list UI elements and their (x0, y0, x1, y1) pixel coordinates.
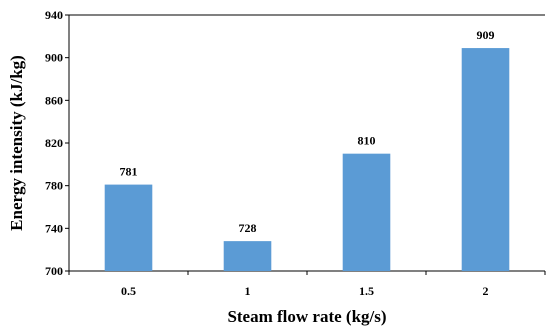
bar (461, 48, 510, 271)
y-tick-label: 740 (45, 221, 63, 235)
data-label: 781 (120, 165, 138, 179)
bar (223, 241, 272, 271)
x-ticks: 0.5 1 1.5 2 (68, 271, 546, 298)
y-ticks: 700 740 780 820 860 900 940 (45, 8, 69, 278)
y-axis-title: Energy intensity (kJ/kg) (7, 55, 26, 231)
x-tick-label: 2 (483, 284, 489, 298)
x-tick-label: 0.5 (121, 284, 136, 298)
y-tick-label: 700 (45, 264, 63, 278)
y-tick-label: 900 (45, 51, 63, 65)
y-tick-label: 860 (45, 93, 63, 107)
y-tick-label: 820 (45, 136, 63, 150)
x-tick-label: 1 (245, 284, 251, 298)
data-labels: 781 728 810 909 (120, 28, 495, 235)
y-tick-label: 940 (45, 8, 63, 22)
bar (342, 153, 391, 271)
data-label: 728 (239, 221, 257, 235)
data-label: 810 (358, 134, 376, 148)
x-tick-label: 1.5 (359, 284, 374, 298)
data-label: 909 (477, 28, 495, 42)
x-axis-title: Steam flow rate (kg/s) (227, 307, 386, 326)
y-tick-label: 780 (45, 179, 63, 193)
bars (104, 48, 510, 271)
bar (104, 184, 153, 271)
